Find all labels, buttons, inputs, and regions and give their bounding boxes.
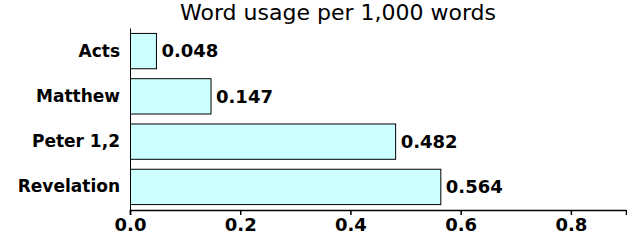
- bar: [130, 124, 396, 159]
- y-tick: Acts: [79, 41, 130, 61]
- x-tick: 0.6: [445, 210, 477, 235]
- x-tick: 0.4: [335, 210, 367, 235]
- title: Word usage per 1,000 words: [180, 0, 496, 25]
- bar: [130, 169, 441, 204]
- x-tick: 0.0: [115, 210, 147, 235]
- y-tick-label: Revelation: [18, 176, 120, 196]
- plot: 0.048 0.147 0.482 0.564 0.0 0.2 0.4 0.6 0.8 Acts M…: [18, 29, 627, 235]
- y-axis-line: [130, 29, 131, 211]
- data-labels: 0.048 0.147 0.482 0.564: [161, 40, 502, 197]
- bar: [130, 33, 156, 68]
- bars: [130, 33, 441, 204]
- data-label: 0.482: [401, 131, 458, 152]
- chart: 0.048 0.147 0.482 0.564 0.0 0.2 0.4 0.6 0.8 Acts M…: [0, 0, 627, 240]
- x-tick-label: 0.0: [115, 214, 147, 235]
- y-axis: Acts Matthew Peter 1,2 Revelation: [18, 29, 131, 211]
- y-tick: Revelation: [18, 176, 130, 196]
- y-tick-label: Acts: [79, 41, 120, 61]
- x-tick-label: 0.2: [225, 214, 257, 235]
- bar: [130, 79, 211, 114]
- x-tick-label: 0.8: [555, 214, 587, 235]
- y-tick-label: Matthew: [36, 86, 120, 106]
- x-axis: 0.0 0.2 0.4 0.6 0.8: [115, 210, 627, 235]
- x-tick-label: 0.4: [335, 214, 367, 235]
- x-tick: 0.2: [225, 210, 257, 235]
- data-label: 0.048: [161, 40, 218, 61]
- x-tick-label: 0.6: [445, 214, 477, 235]
- x-axis-line: [131, 211, 627, 216]
- y-tick-label: Peter 1,2: [32, 131, 120, 151]
- y-tick: Matthew: [36, 86, 130, 106]
- x-tick: 0.8: [555, 210, 587, 235]
- y-tick: Peter 1,2: [32, 131, 130, 151]
- data-label: 0.564: [446, 176, 503, 197]
- data-label: 0.147: [216, 86, 273, 107]
